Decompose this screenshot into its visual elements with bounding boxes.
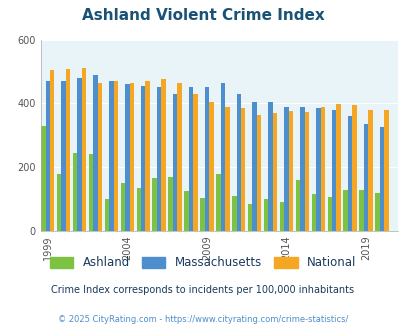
Bar <box>204 87 209 231</box>
Bar <box>145 81 149 231</box>
Bar <box>193 94 197 231</box>
Bar <box>304 112 308 231</box>
Bar <box>93 75 98 231</box>
Bar <box>374 193 379 231</box>
Bar <box>241 108 245 231</box>
Bar <box>220 82 224 231</box>
Bar <box>347 116 352 231</box>
Bar <box>177 82 181 231</box>
Bar <box>224 107 229 231</box>
Legend: Ashland, Massachusetts, National: Ashland, Massachusetts, National <box>45 252 360 274</box>
Bar <box>268 102 272 231</box>
Bar <box>299 107 304 231</box>
Bar <box>288 112 292 231</box>
Bar <box>41 126 45 231</box>
Bar <box>315 108 320 231</box>
Bar <box>98 82 102 231</box>
Bar <box>200 197 204 231</box>
Text: Crime Index corresponds to incidents per 100,000 inhabitants: Crime Index corresponds to incidents per… <box>51 285 354 295</box>
Bar <box>104 199 109 231</box>
Bar <box>57 174 61 231</box>
Bar <box>367 110 372 231</box>
Bar <box>343 189 347 231</box>
Bar <box>236 94 241 231</box>
Bar <box>358 190 363 231</box>
Bar <box>209 102 213 231</box>
Bar <box>61 81 66 231</box>
Bar <box>379 127 383 231</box>
Bar <box>232 196 236 231</box>
Bar <box>311 194 315 231</box>
Bar <box>113 81 118 231</box>
Bar <box>141 86 145 231</box>
Bar <box>109 81 113 231</box>
Bar <box>272 113 277 231</box>
Bar <box>125 84 129 231</box>
Bar <box>157 87 161 231</box>
Bar <box>352 105 356 231</box>
Bar <box>363 124 367 231</box>
Bar <box>77 78 82 231</box>
Bar <box>252 102 256 231</box>
Bar <box>45 81 50 231</box>
Bar <box>184 191 188 231</box>
Bar <box>50 70 54 231</box>
Bar <box>168 177 173 231</box>
Bar <box>331 110 336 231</box>
Bar <box>82 68 86 231</box>
Bar <box>66 69 70 231</box>
Bar <box>129 83 134 231</box>
Bar <box>256 115 261 231</box>
Bar <box>152 178 157 231</box>
Bar <box>263 199 268 231</box>
Bar <box>247 204 252 231</box>
Bar <box>327 197 331 231</box>
Bar <box>136 188 141 231</box>
Bar <box>320 107 324 231</box>
Bar <box>295 180 299 231</box>
Bar <box>279 202 283 231</box>
Bar <box>188 87 193 231</box>
Bar <box>215 174 220 231</box>
Bar <box>73 153 77 231</box>
Bar <box>284 107 288 231</box>
Bar <box>161 80 165 231</box>
Bar <box>383 111 388 231</box>
Text: Ashland Violent Crime Index: Ashland Violent Crime Index <box>81 8 324 23</box>
Bar <box>89 154 93 231</box>
Bar <box>120 183 125 231</box>
Text: © 2025 CityRating.com - https://www.cityrating.com/crime-statistics/: © 2025 CityRating.com - https://www.city… <box>58 315 347 324</box>
Bar <box>173 94 177 231</box>
Bar <box>336 104 340 231</box>
